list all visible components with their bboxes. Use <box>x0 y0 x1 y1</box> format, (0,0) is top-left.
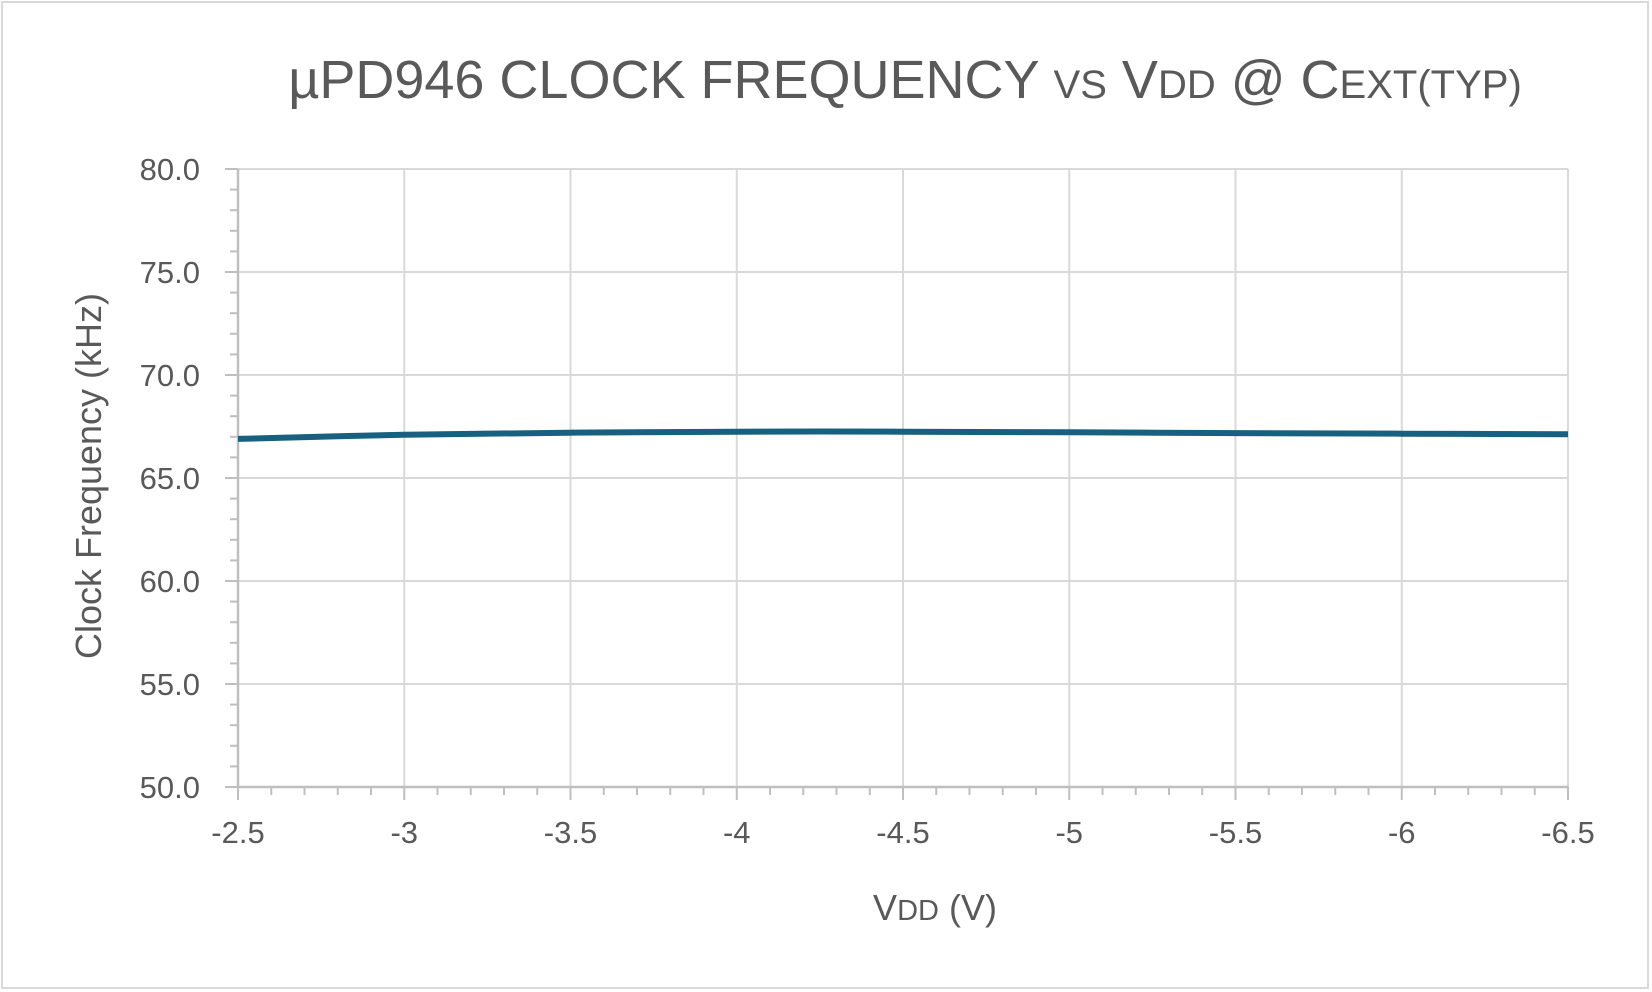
title-ext: EXT(TYP) <box>1340 63 1522 107</box>
title-vs: VS <box>1054 63 1107 107</box>
x-tick-label: -4.5 <box>876 815 929 850</box>
x-tick-label: -4 <box>723 815 751 850</box>
x-tick-label: -2.5 <box>211 815 264 850</box>
x-tick-label: -3 <box>390 815 418 850</box>
title-v: V <box>1107 50 1158 110</box>
x-tick-label: -5 <box>1055 815 1083 850</box>
title-dd: DD <box>1158 63 1216 107</box>
y-tick-label: 60.0 <box>140 564 200 599</box>
x-tick-label: -3.5 <box>544 815 597 850</box>
plot-labels: 50.0 55.0 60.0 65.0 70.0 75.0 80.0 -2.5 -3 -3.5 -4… <box>140 152 1595 850</box>
plot-ticks <box>225 169 1568 800</box>
title-prefix: µPD946 CLOCK FREQUENCY <box>288 50 1053 110</box>
y-tick-label: 65.0 <box>140 461 200 496</box>
x-tick-label: -6 <box>1388 815 1416 850</box>
x-tick-label: -5.5 <box>1209 815 1262 850</box>
y-tick-label: 50.0 <box>140 770 200 805</box>
x-axis-title-dd: DD <box>897 895 939 927</box>
chart-title: µPD946 CLOCK FREQUENCY VS VDD @ CEXT(TYP… <box>288 50 1522 110</box>
x-tick-label: -6.5 <box>1541 815 1594 850</box>
y-tick-label: 70.0 <box>140 358 200 393</box>
x-axis-title-unit: (V) <box>939 887 997 928</box>
y-tick-label: 75.0 <box>140 255 200 290</box>
title-at: @ C <box>1216 50 1340 110</box>
plot-grid <box>238 169 1568 787</box>
y-axis-title: Clock Frequency (kHz) <box>68 293 109 659</box>
y-tick-label: 55.0 <box>140 667 200 702</box>
x-axis-title-v: V <box>873 887 897 928</box>
y-tick-label: 80.0 <box>140 152 200 187</box>
x-axis-title: VDD (V) <box>873 887 997 928</box>
